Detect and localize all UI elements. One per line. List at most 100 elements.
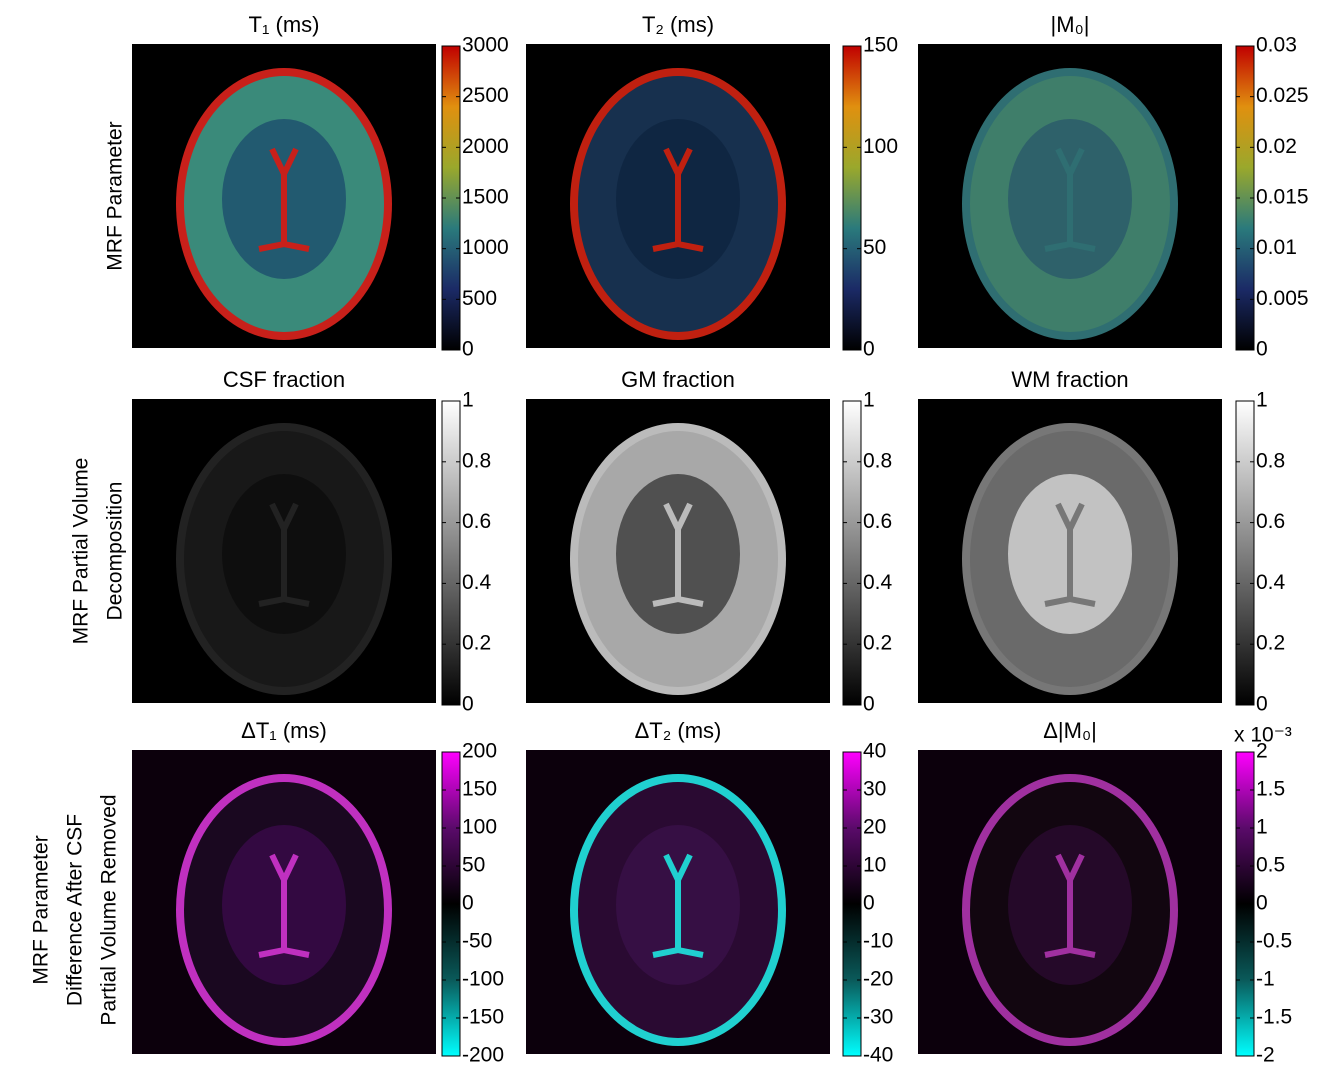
colorbar-tick-label: -1.5	[1256, 1006, 1292, 1029]
colorbar-tick-label: 500	[462, 287, 497, 310]
panel-title: T₁ (ms)	[249, 12, 320, 37]
colorbar-tick-label: 0	[1256, 693, 1268, 716]
colorbar-tick-label: 200	[462, 740, 497, 763]
colorbar-tick-label: 50	[863, 236, 886, 259]
colorbar-tick-label: 30	[863, 778, 886, 801]
ventricles	[652, 853, 704, 958]
colorbar-tick-label: 0	[462, 892, 474, 915]
colorbar-tick-label: -40	[863, 1044, 893, 1067]
colorbar-tick-label: 0	[1256, 892, 1268, 915]
colorbar-tick-label: 1000	[462, 236, 509, 259]
colorbar-tick-label: 1	[462, 389, 474, 412]
colorbar-tick-label: 0	[1256, 338, 1268, 361]
row-label: Decomposition	[104, 482, 127, 621]
colorbar-tick-label: 0.4	[462, 571, 492, 594]
panel: GM fraction 0 0.2 0.4 0.6 0.8 1	[526, 367, 893, 716]
colorbar-tick-label: 0.6	[1256, 510, 1285, 533]
colorbar-tick-label: 0.015	[1256, 186, 1309, 209]
colorbar-tick-label: 0.8	[1256, 449, 1285, 472]
colorbar-tick-label: 1	[863, 389, 875, 412]
colorbar-tick-label: -1	[1256, 968, 1275, 991]
colorbar-tick-label: 150	[863, 34, 898, 57]
colorbar-tick-label: -150	[462, 1006, 504, 1029]
colorbar-tick-label: 0.4	[1256, 571, 1286, 594]
colorbar	[1235, 400, 1255, 706]
colorbar-tick-label: -10	[863, 930, 893, 953]
colorbar-tick-label: 0.03	[1256, 34, 1297, 57]
colorbar-tick-label: -50	[462, 930, 492, 953]
panel-title: WM fraction	[1011, 367, 1128, 392]
colorbar-tick-label: 20	[863, 816, 886, 839]
ventricles	[258, 502, 310, 607]
colorbar-tick-label: 0.6	[462, 510, 491, 533]
colorbar-tick-label: 0.02	[1256, 135, 1297, 158]
panel: ΔT₂ (ms) -40 -30 -20 -10 0 10 20 30 40	[526, 718, 893, 1067]
row-label: MRF Parameter	[30, 835, 53, 984]
colorbar-tick-label: 1	[1256, 389, 1268, 412]
colorbar-tick-label: 100	[462, 816, 497, 839]
ventricles	[1044, 502, 1096, 607]
ventricles	[652, 502, 704, 607]
panel: WM fraction 0 0.2 0.4 0.6 0.8 1	[918, 367, 1286, 716]
panel: ΔT₁ (ms) -200 -150 -100 -50 0 50 100 150 200	[132, 718, 504, 1067]
panel: T₂ (ms) 0 50 100 150	[526, 12, 898, 361]
colorbar-tick-label: 0	[863, 338, 875, 361]
panel: Δ|M₀| -2 -1.5 -1 -0.5 0 0.5 1 1.5 2x 10⁻³	[918, 718, 1292, 1067]
colorbar-tick-label: 0	[863, 892, 875, 915]
colorbar-tick-label: 2000	[462, 135, 509, 158]
colorbar-tick-label: 0.6	[863, 510, 892, 533]
ventricles	[258, 853, 310, 958]
colorbar-tick-label: 1.5	[1256, 778, 1285, 801]
colorbar-tick-label: 0.005	[1256, 287, 1309, 310]
colorbar-tick-label: 0.01	[1256, 236, 1297, 259]
colorbar-tick-label: -100	[462, 968, 504, 991]
colorbar-tick-label: -20	[863, 968, 893, 991]
colorbar-tick-label: -0.5	[1256, 930, 1292, 953]
ventricles	[1044, 147, 1096, 252]
ventricles	[1044, 853, 1096, 958]
ventricles	[258, 147, 310, 252]
panel-title: CSF fraction	[223, 367, 345, 392]
colorbar-tick-label: 3000	[462, 34, 509, 57]
colorbar	[842, 45, 862, 351]
colorbar-tick-label: 150	[462, 778, 497, 801]
ventricles	[652, 147, 704, 252]
panel: T₁ (ms) 0 500 1000 1500 2000 2500 3000	[132, 12, 509, 361]
colorbar-tick-label: 0.2	[462, 632, 491, 655]
colorbar	[842, 400, 862, 706]
colorbar-tick-label: 2500	[462, 84, 509, 107]
row-label: MRF Parameter	[104, 121, 127, 270]
colorbar-tick-label: 40	[863, 740, 886, 763]
colorbar-tick-label: -2	[1256, 1044, 1275, 1067]
row-label: Partial Volume Removed	[98, 794, 121, 1025]
panel-title: |M₀|	[1051, 12, 1090, 37]
colorbar-tick-label: 0.8	[863, 449, 892, 472]
colorbar-tick-label: 0.2	[1256, 632, 1285, 655]
row-label: Difference After CSF	[64, 814, 87, 1006]
colorbar-tick-label: 0.4	[863, 571, 893, 594]
colorbar-tick-label: -30	[863, 1006, 893, 1029]
colorbar-tick-label: 2	[1256, 740, 1268, 763]
panel-title: Δ|M₀|	[1043, 718, 1097, 743]
colorbar-tick-label: 0	[863, 693, 875, 716]
panel: CSF fraction 0 0.2 0.4 0.6 0.8 1	[132, 367, 492, 716]
colorbar-tick-label: 1500	[462, 186, 509, 209]
colorbar-multiplier: x 10⁻³	[1234, 724, 1292, 747]
row-label: MRF Partial Volume	[70, 458, 93, 645]
colorbar-tick-label: 0.5	[1256, 854, 1285, 877]
colorbar-tick-label: 10	[863, 854, 886, 877]
colorbar-tick-label: 50	[462, 854, 485, 877]
colorbar-tick-label: 0	[462, 693, 474, 716]
panel-title: ΔT₂ (ms)	[635, 718, 722, 743]
panel-title: GM fraction	[621, 367, 735, 392]
colorbar-tick-label: 0.2	[863, 632, 892, 655]
colorbar-tick-label: -200	[462, 1044, 504, 1067]
colorbar	[441, 400, 461, 706]
colorbar-tick-label: 0.8	[462, 449, 491, 472]
colorbar-tick-label: 100	[863, 135, 898, 158]
colorbar-tick-label: 0	[462, 338, 474, 361]
colorbar-tick-label: 0.025	[1256, 84, 1309, 107]
colorbar-tick-label: 1	[1256, 816, 1268, 839]
panel-title: T₂ (ms)	[642, 12, 714, 37]
